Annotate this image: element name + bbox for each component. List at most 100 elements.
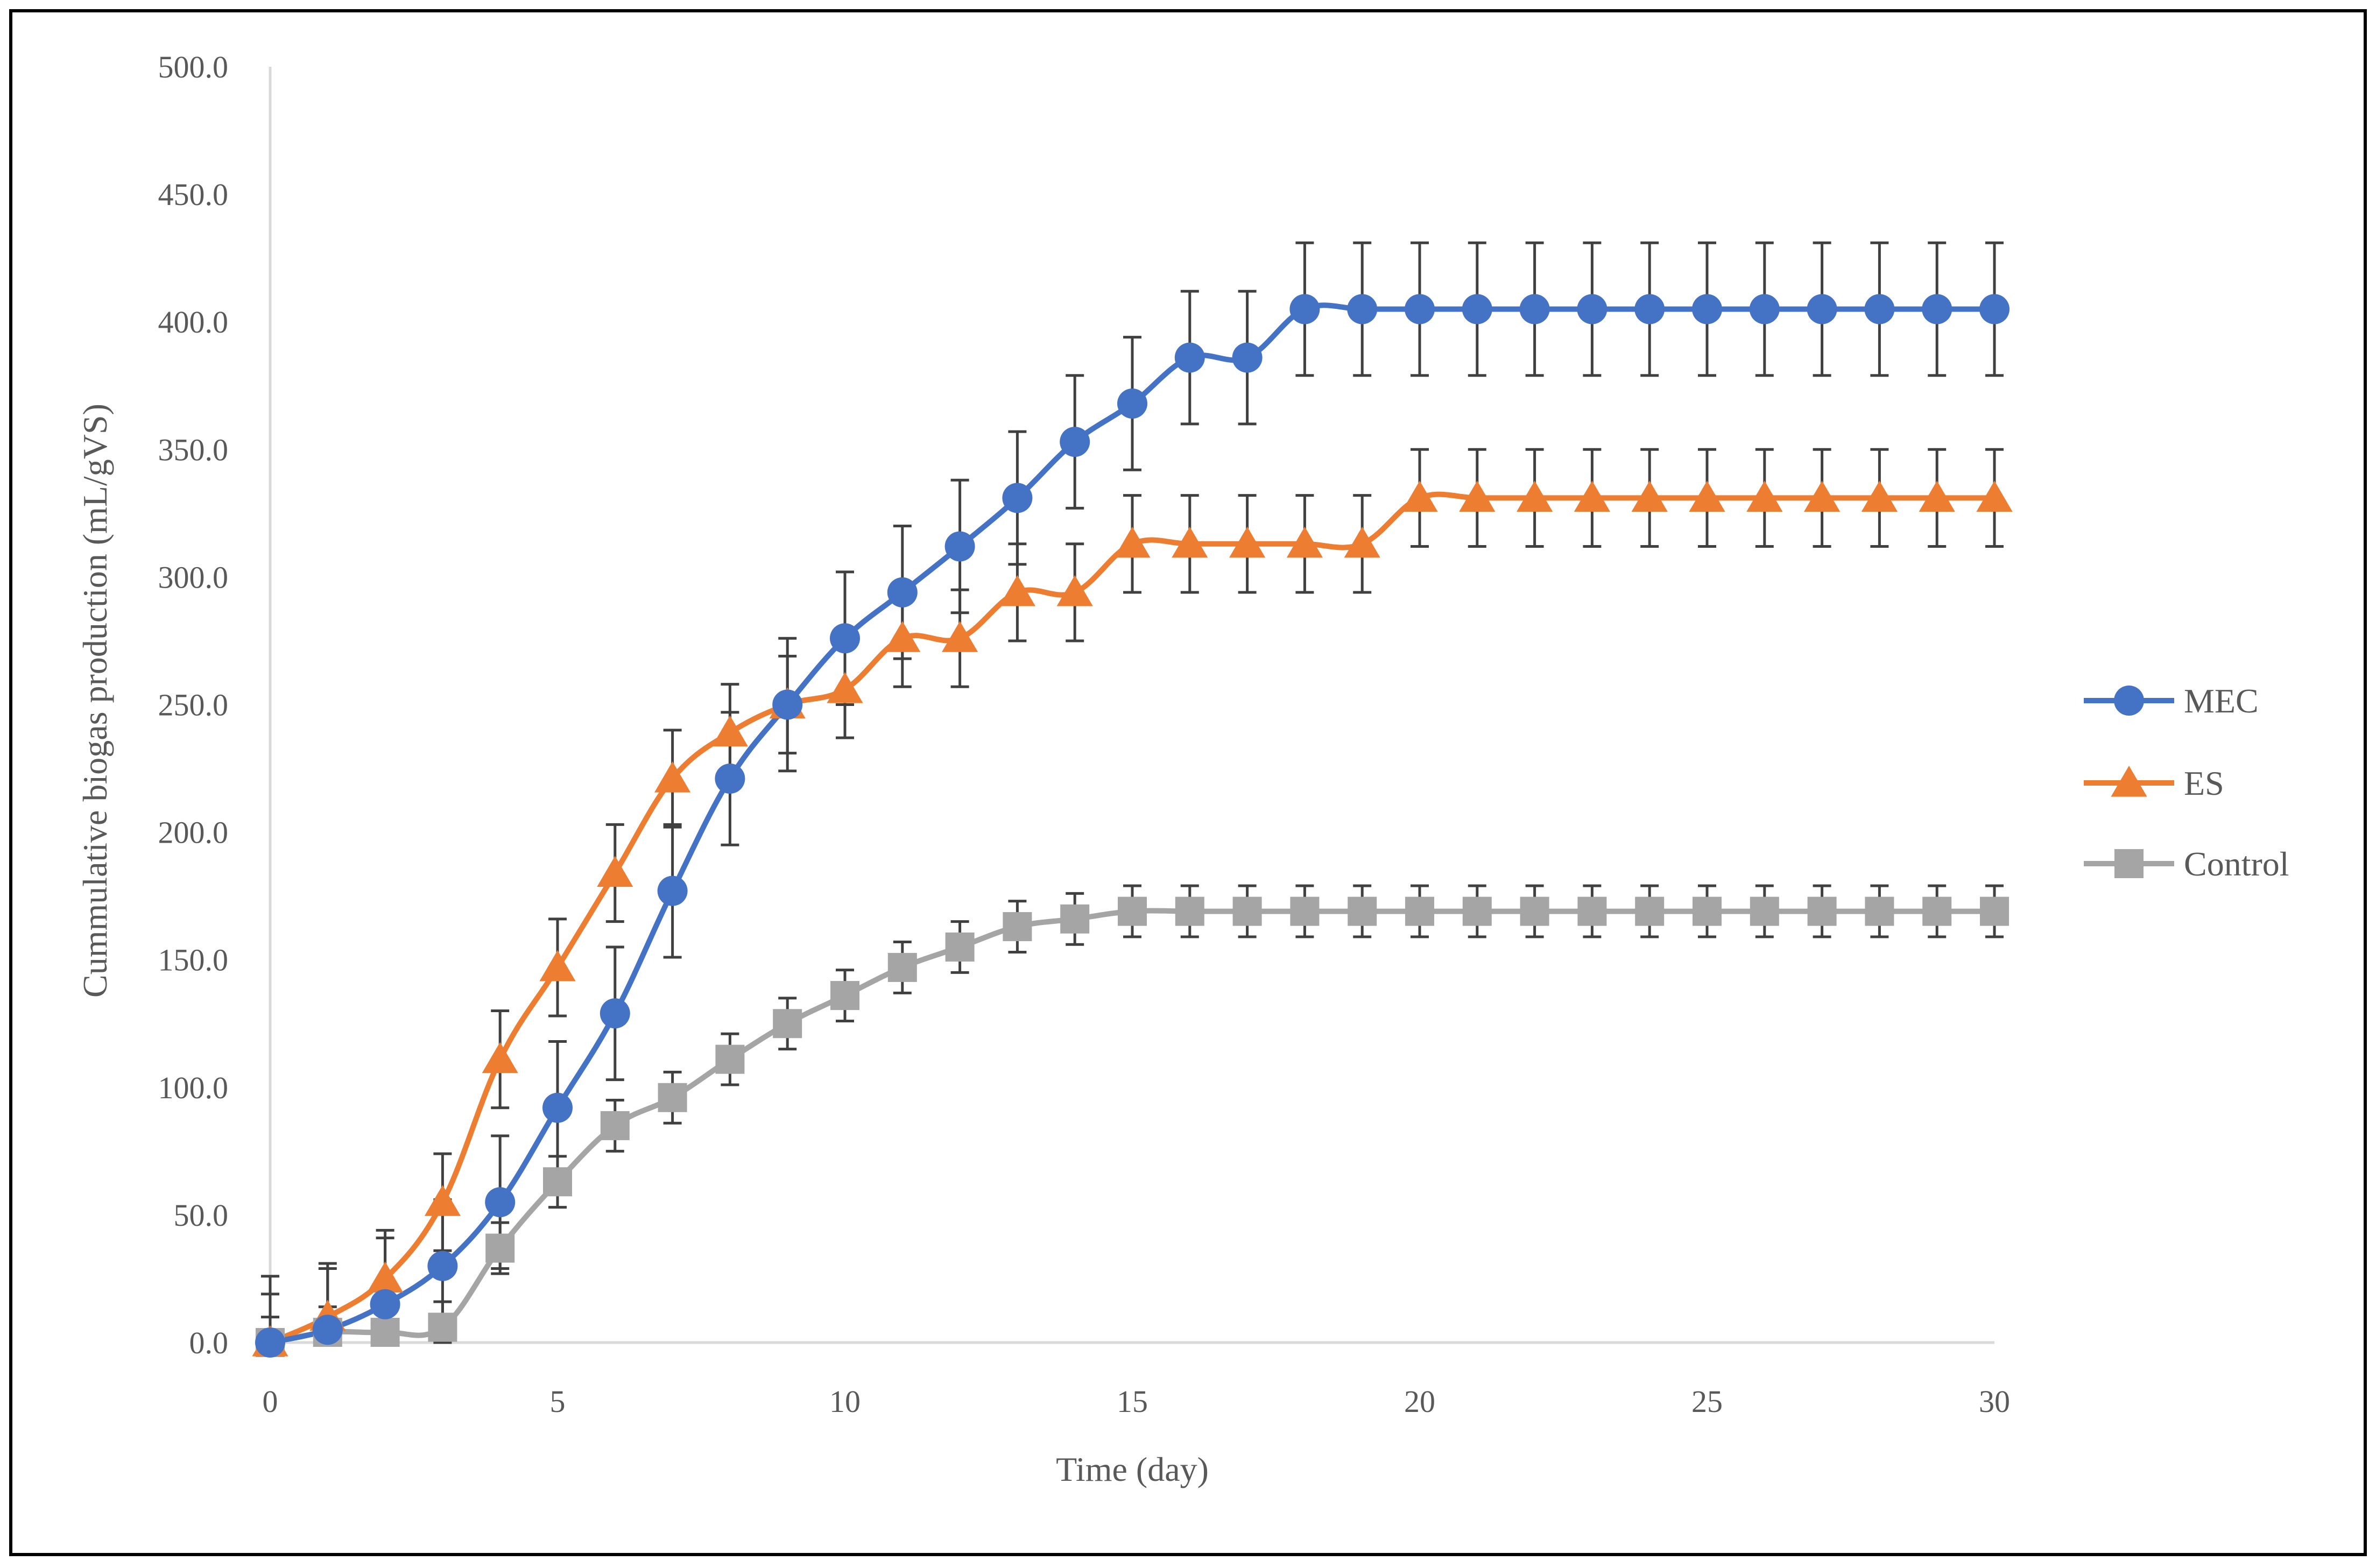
legend-label-control: Control	[2184, 845, 2289, 883]
data-point-mec	[1634, 294, 1665, 324]
data-point-es	[1056, 575, 1093, 606]
data-point-mec	[427, 1251, 458, 1281]
data-point-control	[887, 952, 917, 982]
data-point-control	[428, 1312, 457, 1342]
y-tick-label: 150.0	[158, 943, 229, 978]
data-point-mec	[255, 1327, 285, 1358]
data-point-es	[942, 621, 978, 652]
data-point-mec	[1692, 294, 1722, 324]
data-point-mec	[887, 577, 918, 608]
y-tick-label: 250.0	[158, 688, 229, 723]
x-tick-label: 30	[1979, 1384, 2010, 1419]
data-point-mec	[1002, 483, 1033, 513]
data-point-control	[600, 1111, 630, 1140]
data-point-es	[1631, 481, 1668, 512]
y-tick-label: 50.0	[174, 1198, 229, 1233]
data-point-control	[715, 1044, 745, 1074]
data-point-control	[1750, 896, 1779, 926]
data-point-es	[1746, 481, 1783, 512]
data-point-control	[1003, 912, 1032, 942]
data-point-control	[1232, 896, 1262, 926]
data-point-control	[1693, 896, 1722, 926]
data-point-control	[1175, 896, 1204, 926]
data-point-mec	[1922, 294, 1952, 324]
data-point-es	[1574, 481, 1610, 512]
x-tick-label: 5	[550, 1384, 566, 1419]
data-point-mec	[485, 1187, 516, 1218]
data-point-control	[1980, 896, 2009, 926]
data-point-es	[367, 1261, 404, 1293]
data-point-es	[1286, 526, 1323, 558]
legend-label-es: ES	[2184, 764, 2224, 802]
data-point-mec	[1864, 294, 1895, 324]
data-point-es	[1344, 526, 1380, 558]
legend-marker-es	[2111, 766, 2147, 797]
data-point-control	[773, 1009, 802, 1039]
data-point-control	[1060, 904, 1090, 934]
data-point-mec	[312, 1315, 343, 1345]
data-point-mec	[1232, 342, 1263, 373]
data-point-control	[945, 932, 975, 962]
legend-marker-mec	[2114, 686, 2144, 716]
y-tick-label: 300.0	[158, 560, 229, 595]
data-point-control	[370, 1318, 400, 1347]
data-point-es	[539, 950, 576, 981]
data-point-es	[597, 856, 633, 887]
data-point-mec	[1405, 294, 1435, 324]
data-point-es	[1976, 481, 2013, 512]
data-point-es	[482, 1042, 518, 1073]
y-tick-label: 450.0	[158, 177, 229, 212]
data-point-es	[1459, 481, 1496, 512]
data-point-es	[999, 575, 1035, 606]
x-tick-label: 25	[1691, 1384, 1723, 1419]
axes: 0.0 50.0 100.0 150.0 200.0 250.0 300.0 350.0 400…	[158, 50, 2011, 1419]
data-point-mec	[1462, 294, 1492, 324]
data-point-mec	[830, 623, 860, 654]
legend-item-control: Control	[2084, 845, 2289, 883]
data-point-control	[1577, 896, 1607, 926]
data-point-mec	[1174, 342, 1205, 373]
data-point-mec	[944, 531, 975, 562]
legend-item-mec: MEC	[2084, 682, 2259, 720]
x-axis-title: Time (day)	[1056, 1450, 1209, 1488]
data-point-es	[711, 715, 748, 747]
data-point-mec	[1577, 294, 1607, 324]
data-point-control	[1865, 896, 1894, 926]
data-point-mec	[657, 875, 688, 906]
data-point-es	[424, 1185, 461, 1216]
x-tick-label: 10	[829, 1384, 861, 1419]
data-point-control	[1635, 896, 1665, 926]
data-point-mec	[1117, 388, 1147, 419]
series-markers	[252, 294, 2013, 1358]
data-point-control	[658, 1083, 687, 1112]
y-axis-title: Cummulative biogas production (mL/gVS)	[76, 404, 114, 998]
data-point-mec	[600, 998, 630, 1029]
data-point-control	[1462, 896, 1492, 926]
legend: MEC ES Control	[2084, 682, 2289, 883]
data-point-es	[654, 761, 691, 793]
data-point-control	[543, 1167, 572, 1197]
data-point-mec	[370, 1289, 400, 1319]
data-point-es	[1114, 526, 1151, 558]
data-point-control	[1118, 896, 1147, 926]
data-point-es	[884, 621, 921, 652]
x-tick-label: 0	[263, 1384, 278, 1419]
y-tick-label: 0.0	[189, 1325, 229, 1360]
data-point-es	[827, 672, 863, 703]
data-point-mec	[715, 764, 745, 794]
data-point-es	[1229, 526, 1266, 558]
y-tick-label: 100.0	[158, 1070, 229, 1105]
legend-item-es: ES	[2084, 764, 2224, 802]
chart-frame	[9, 9, 2367, 1556]
data-point-es	[1861, 481, 1898, 512]
data-point-mec	[1807, 294, 1837, 324]
data-point-es	[1689, 481, 1725, 512]
data-point-mec	[1060, 427, 1090, 457]
data-point-es	[1517, 481, 1553, 512]
data-point-control	[1520, 896, 1549, 926]
data-point-mec	[1979, 294, 2010, 324]
data-point-mec	[542, 1092, 573, 1123]
data-point-control	[1807, 896, 1837, 926]
